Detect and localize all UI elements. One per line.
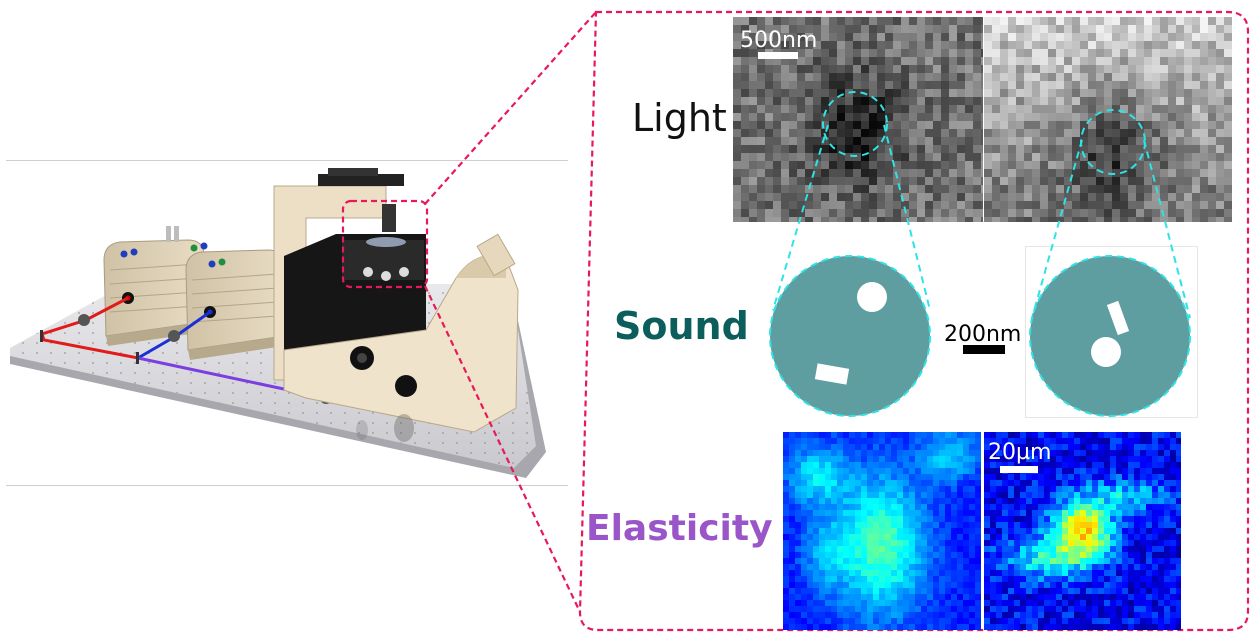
- light-label: Light: [632, 96, 727, 140]
- elasticity-label: Elasticity: [586, 508, 773, 549]
- sound-disk-left: [769, 255, 931, 417]
- sound-scale-bar: [963, 345, 1005, 354]
- light-image-right: [984, 17, 1232, 222]
- laser-box-2: [185, 249, 285, 360]
- microscope: [273, 168, 519, 433]
- sound-frame-right: [1025, 246, 1198, 418]
- light-scale-bar: [758, 52, 798, 59]
- sound-disk-right: [1029, 255, 1191, 417]
- light-scale-label: 500nm: [740, 28, 818, 53]
- elasticity-scale-label: 20µm: [988, 440, 1052, 465]
- light-image-left: [733, 17, 983, 222]
- elasticity-image-left: [783, 432, 981, 630]
- sound-scale-label: 200nm: [944, 322, 1022, 347]
- elasticity-scale-bar: [1000, 466, 1038, 473]
- sound-label: Sound: [614, 304, 749, 348]
- elasticity-image-right: [984, 432, 1181, 630]
- setup-illustration: [6, 160, 568, 486]
